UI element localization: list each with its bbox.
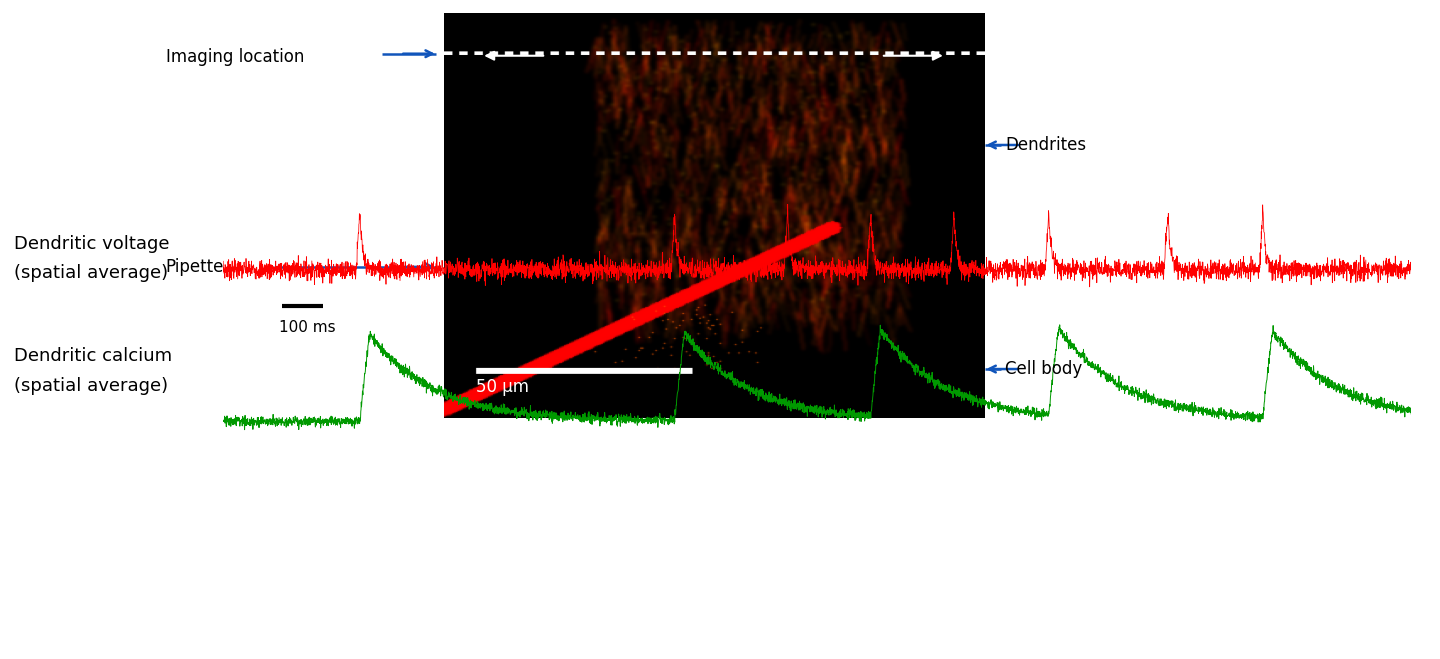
Text: (spatial average): (spatial average) [14,264,168,283]
Text: Pipette: Pipette [166,258,225,276]
Text: Dendritic calcium: Dendritic calcium [14,347,173,365]
Text: 100 ms: 100 ms [279,320,336,335]
Text: Cell body: Cell body [1005,360,1083,378]
Text: Dendrites: Dendrites [1005,136,1086,154]
Text: Imaging location: Imaging location [166,48,304,67]
Text: 50 μm: 50 μm [475,378,528,396]
Text: (spatial average): (spatial average) [14,376,168,395]
Text: Dendritic voltage: Dendritic voltage [14,235,170,253]
